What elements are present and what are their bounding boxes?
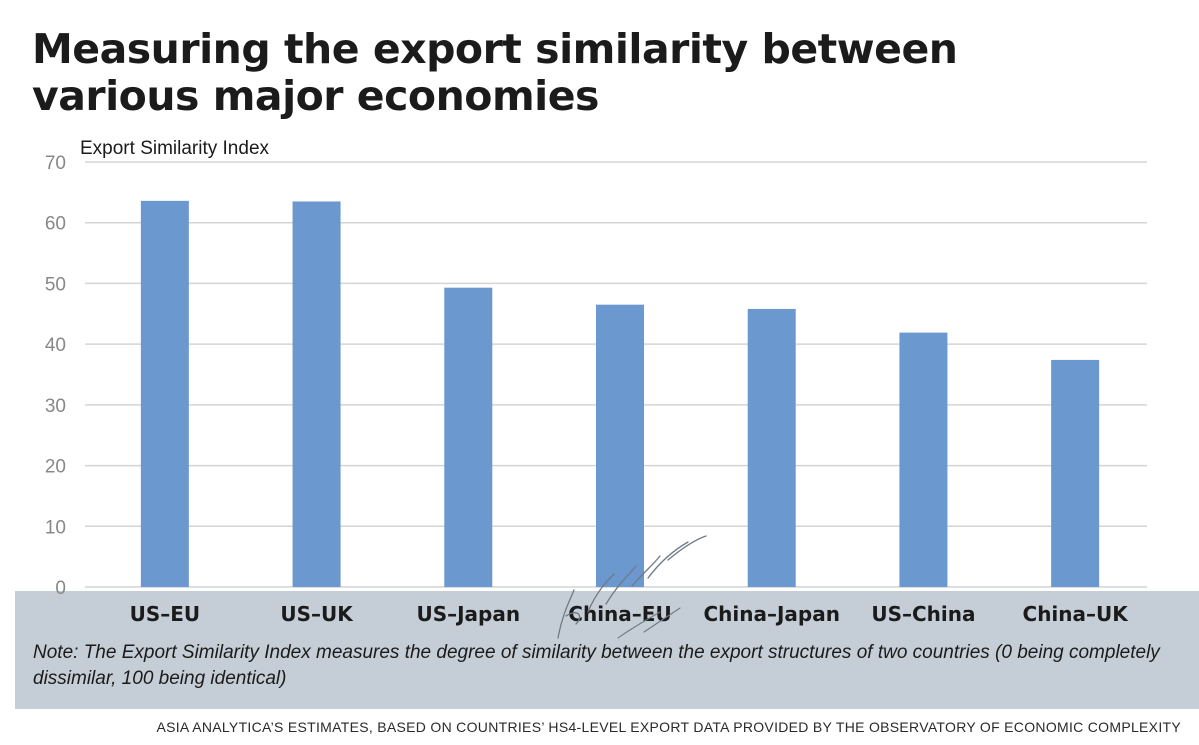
y-axis-label: Export Similarity Index <box>80 138 270 159</box>
chart-title: Measuring the export similarity between … <box>32 25 958 120</box>
y-tick-label: 10 <box>45 517 66 538</box>
category-label: China–UK <box>1023 602 1130 626</box>
category-label: US–UK <box>280 602 354 626</box>
source-credit: ASIA ANALYTICA’S ESTIMATES, BASED ON COU… <box>156 719 1181 735</box>
bar <box>1051 359 1100 587</box>
y-tick-label: 60 <box>45 214 66 235</box>
bar <box>140 200 189 587</box>
bar <box>747 308 796 587</box>
y-tick-label: 40 <box>45 335 66 356</box>
category-labels: US–EU US–UK US–Japan China–EU China–Japan US–… <box>130 602 1130 626</box>
category-label: China–Japan <box>703 602 840 626</box>
y-tick-label: 30 <box>45 396 66 417</box>
category-label: US–EU <box>130 602 201 626</box>
category-label: China–EU <box>568 602 671 626</box>
bar <box>292 201 341 587</box>
y-tick-label: 20 <box>45 457 66 478</box>
y-tick-label: 50 <box>45 274 66 295</box>
bars <box>140 200 1100 587</box>
y-tick-label: 70 <box>45 153 66 174</box>
category-label: US–China <box>871 602 975 626</box>
bar <box>899 332 948 587</box>
category-label: US–Japan <box>416 602 520 626</box>
bar <box>444 287 493 587</box>
y-tick-labels: 0 10 20 30 40 50 60 70 <box>45 153 66 599</box>
y-tick-label: 0 <box>55 578 66 599</box>
chart-note: Note: The Export Similarity Index measur… <box>33 642 1160 689</box>
bar <box>596 304 644 587</box>
